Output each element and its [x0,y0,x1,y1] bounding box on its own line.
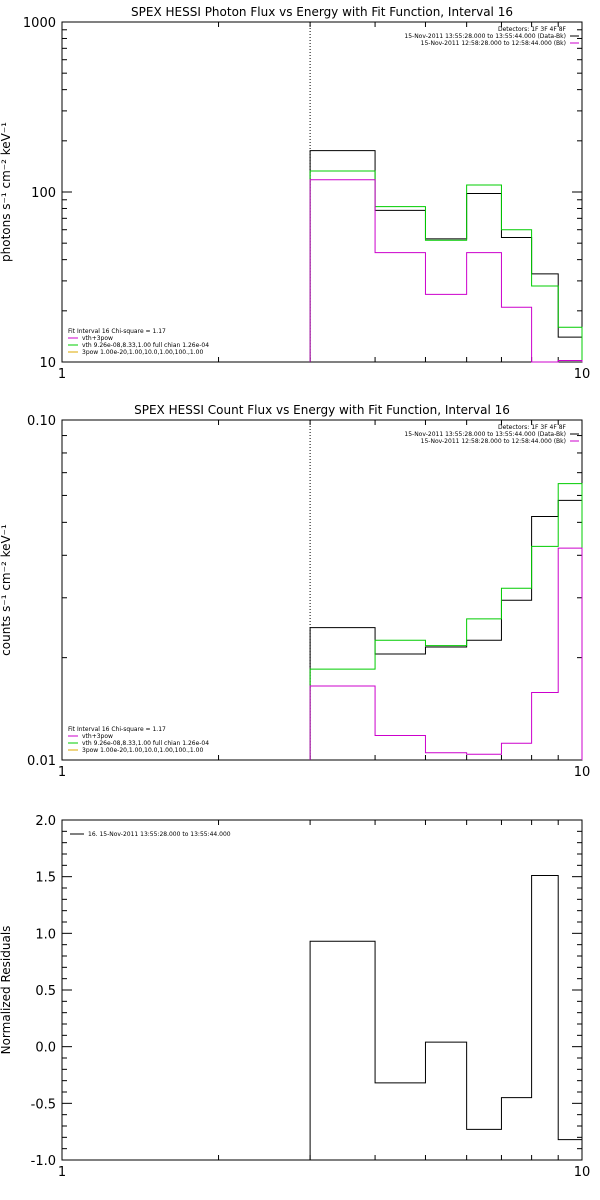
y-tick-label: -1.0 [31,1154,56,1169]
legend-entry: Fit Interval 16 Chi-square = 1.17 [68,726,166,733]
x-tick-label: 10 [574,367,591,382]
legend-entry: vth 9.26e-08,8.33,1.00 full chian 1.26e-… [82,740,209,747]
legend-entry: 15-Nov-2011 13:55:28.000 to 13:55:44.000… [404,33,566,40]
series-line-1 [309,150,583,362]
legend-entry: Detectors: 1F 3F 4F 8F [498,26,567,33]
chart-title: SPEX HESSI Photon Flux vs Energy with Fi… [131,5,513,19]
legend-entry: 15-Nov-2011 13:55:28.000 to 13:55:44.000… [404,431,566,438]
series-line-1 [309,875,582,1160]
legend-entry: 15-Nov-2011 12:58:28.000 to 12:58:44.000… [421,40,566,47]
legend-entry: 3pow 1.00e-20,1.00,10.0,1.00,100.,1.00 [82,747,203,754]
y-tick-label: 1000 [23,16,56,31]
x-tick-label: 1 [58,1165,66,1180]
legend-entry: vth+3pow [82,335,113,342]
y-tick-label: 1.5 [35,871,56,886]
series-line-2 [309,483,583,760]
legend-entry: vth+3pow [82,733,113,740]
legend-entry: 16. 15-Nov-2011 13:55:28.000 to 13:55:44… [88,831,231,838]
y-tick-label: -0.5 [31,1097,56,1112]
legend-entry: Fit Interval 16 Chi-square = 1.17 [68,328,166,335]
chart-panel-2: SPEX HESSI Count Flux vs Energy with Fit… [0,403,590,780]
plot-frame [61,819,583,1161]
legend-entry: Detectors: 1F 3F 4F 8F [498,424,567,431]
chart-panel-1: SPEX HESSI Photon Flux vs Energy with Fi… [0,5,590,382]
series-line-2 [309,170,583,362]
y-tick-label: 100 [31,186,56,201]
plot-frame [61,419,583,761]
y-tick-label: 10 [39,356,56,371]
y-tick-label: 1.0 [35,927,56,942]
series-line-3 [309,547,583,760]
legend-entry: 15-Nov-2011 12:58:28.000 to 12:58:44.000… [421,438,566,445]
x-tick-label: 10 [574,765,591,780]
plot-frame [61,21,583,363]
chart-panel-3: Normalized Residuals 1 10 -1.0 -0.5 0.0 0.5 1.0… [0,814,590,1180]
legend-entry: 3pow 1.00e-20,1.00,10.0,1.00,100.,1.00 [82,349,203,356]
y-tick-label: 0.5 [35,984,56,999]
y-tick-label: 0.0 [35,1041,56,1056]
y-tick-label: 0.01 [27,754,56,769]
legend-entry: vth 9.26e-08,8.33,1.00 full chian 1.26e-… [82,342,209,349]
y-axis-label: counts s⁻¹ cm⁻² keV⁻¹ [0,524,13,656]
series-line-1 [309,499,583,760]
x-tick-label: 10 [574,1165,591,1180]
y-tick-label: 2.0 [35,814,56,829]
x-tick-label: 1 [58,765,66,780]
y-axis-label: Normalized Residuals [0,926,13,1055]
chart-title: SPEX HESSI Count Flux vs Energy with Fit… [134,403,510,417]
y-tick-label: 0.10 [27,414,56,429]
y-axis-label: photons s⁻¹ cm⁻² keV⁻¹ [0,122,13,262]
x-tick-label: 1 [58,367,66,382]
series-line-3 [309,179,583,363]
